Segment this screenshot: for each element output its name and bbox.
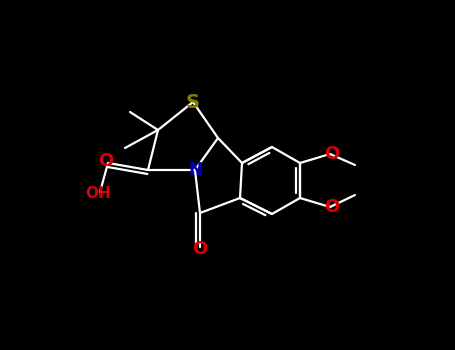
Text: O: O [192,240,207,258]
Text: N: N [188,161,202,179]
Text: O: O [98,152,114,170]
Text: O: O [324,145,339,163]
Text: OH: OH [85,187,111,202]
Text: S: S [186,92,200,112]
Text: O: O [324,198,339,216]
